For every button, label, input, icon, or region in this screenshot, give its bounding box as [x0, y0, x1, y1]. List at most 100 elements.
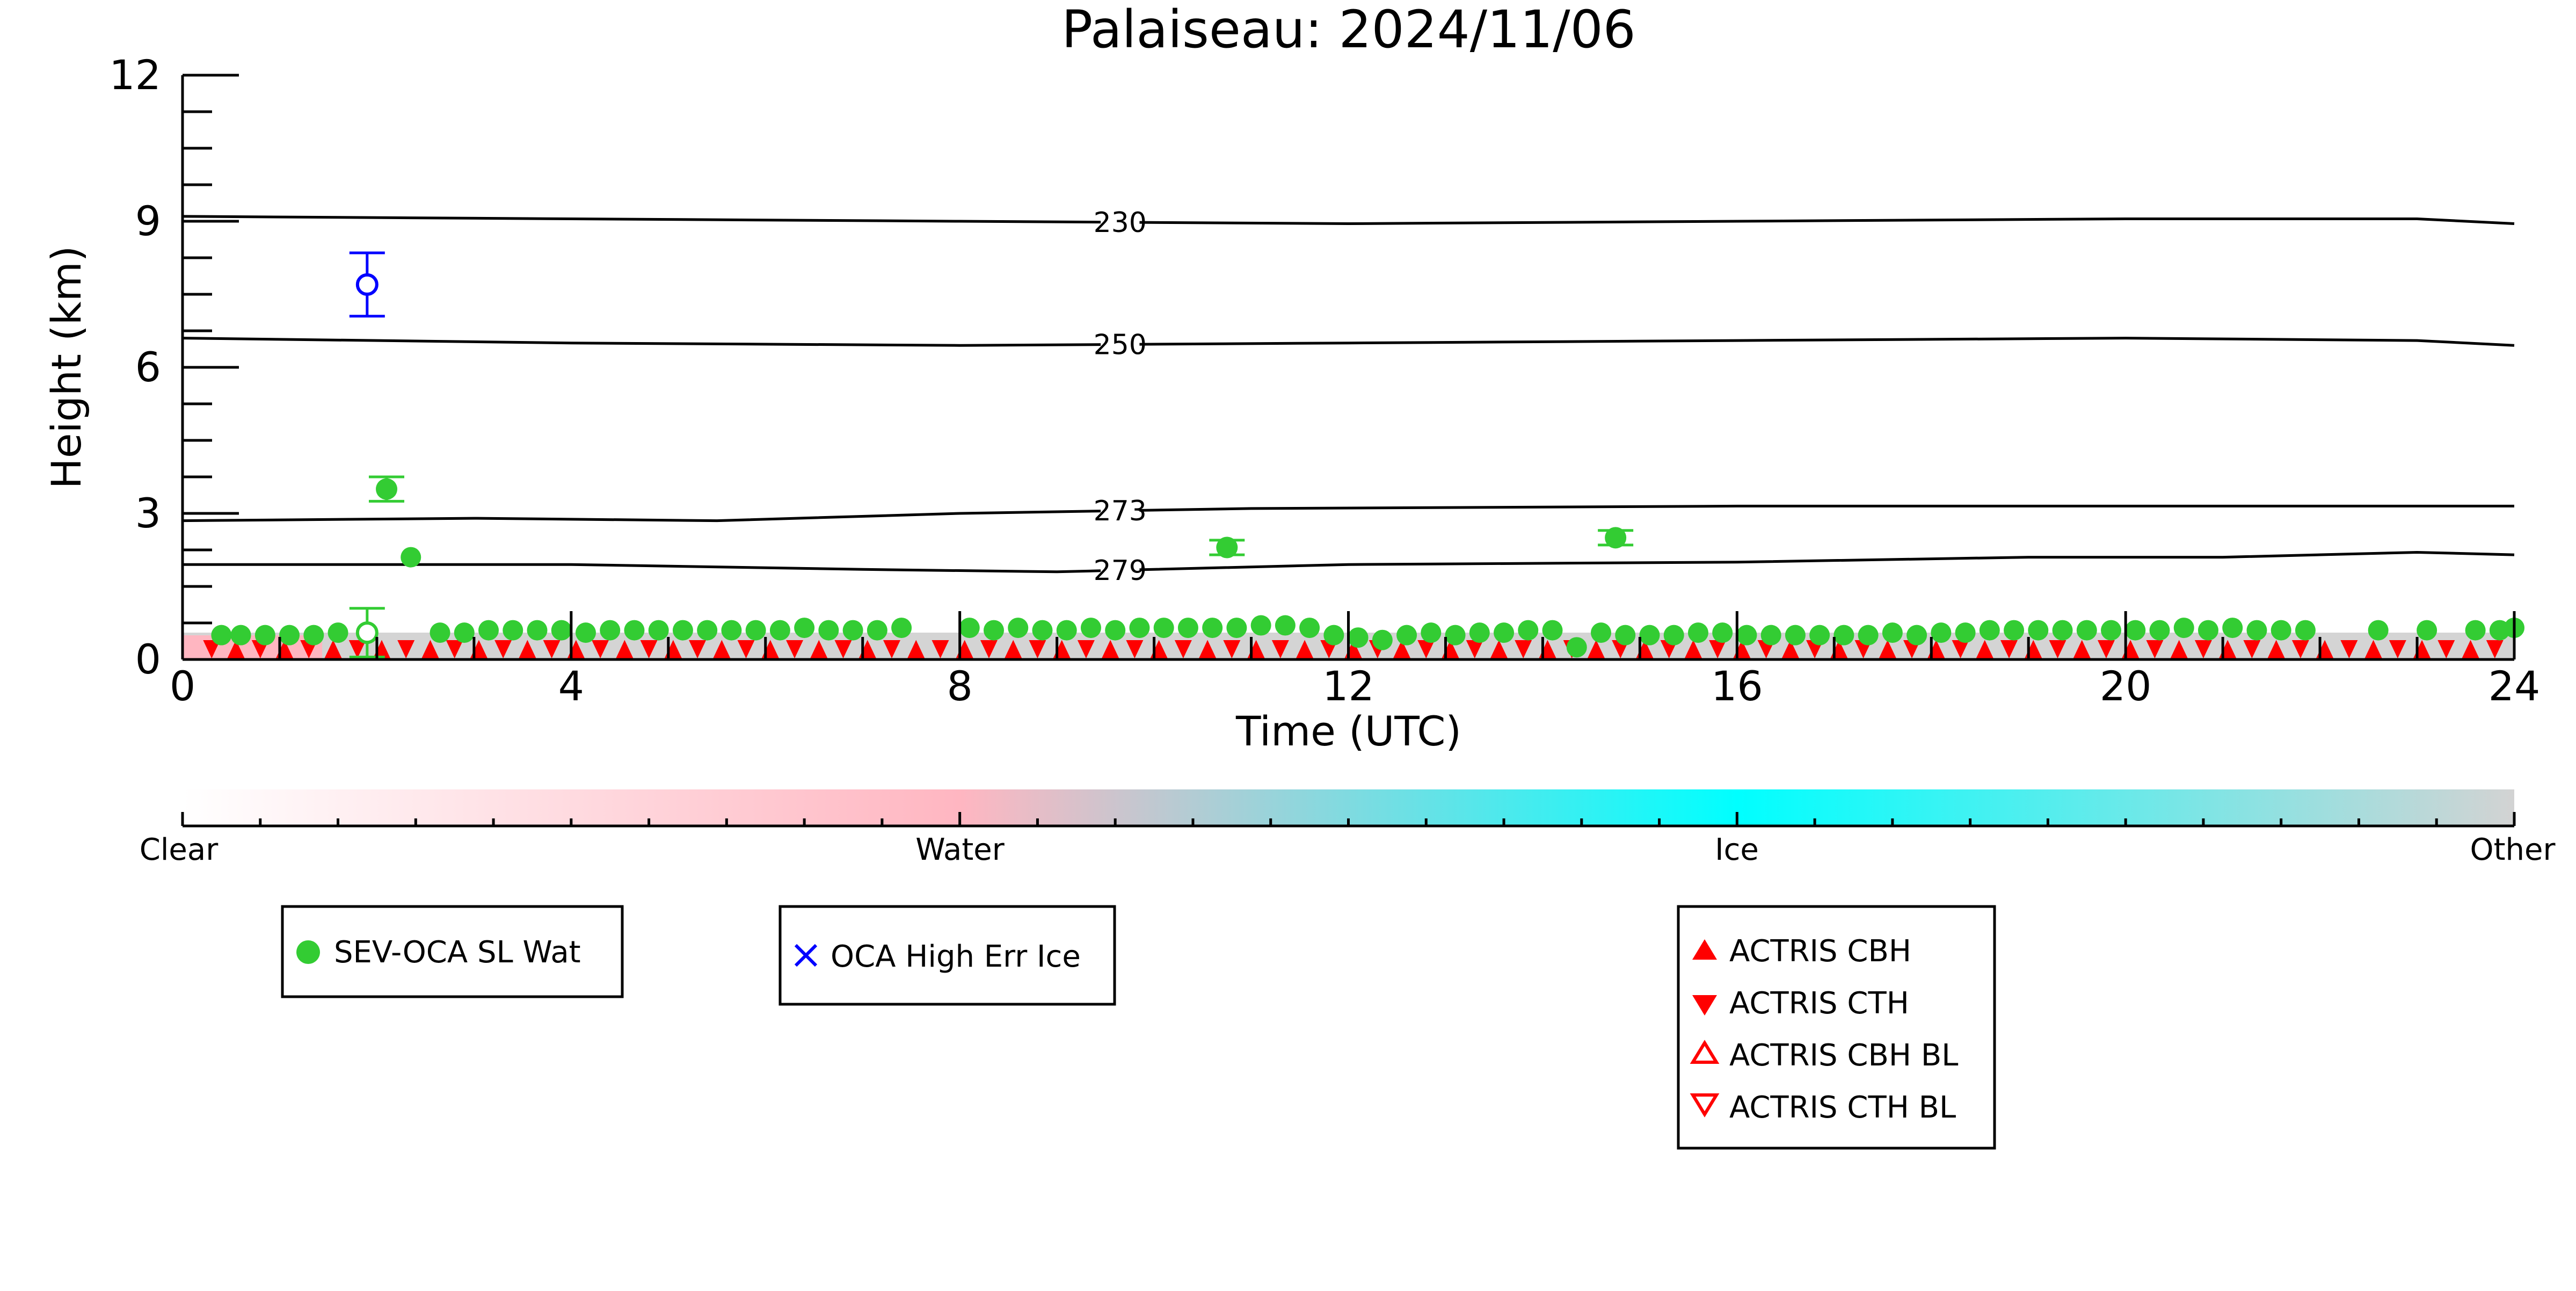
sev-oca-point: [2271, 620, 2291, 641]
actris-cbh-marker: [227, 640, 245, 658]
contour-line: [1139, 550, 2515, 571]
sev-oca-point: [1348, 627, 1369, 648]
contour-label: 230: [1094, 207, 1147, 239]
actris-cbh-marker: [616, 640, 634, 658]
sev-oca-point: [1105, 620, 1126, 641]
sev-oca-point: [1421, 622, 1442, 643]
sev-oca-point: [503, 620, 523, 641]
actris-cth-marker: [1174, 640, 1192, 659]
sev-oca-point: [1785, 625, 1806, 646]
sev-oca-point: [1687, 622, 1708, 643]
contour-line: [183, 563, 1101, 574]
axes: 0 3 6 9 12 0 4 8 12 16 20 24: [109, 51, 2540, 710]
actris-cth-marker: [397, 640, 415, 659]
actris-cbh-marker: [713, 640, 731, 658]
sev-oca-point: [1008, 618, 1029, 639]
sev-oca-point: [1590, 622, 1611, 643]
sev-oca-point: [1736, 625, 1757, 646]
legend-actris: ACTRIS CBH ACTRIS CTH ACTRIS CBH BL ACTR…: [1677, 905, 1996, 1150]
sev-oca-point: [254, 625, 275, 646]
sev-oca-point: [1129, 618, 1150, 639]
sev-oca-point: [2028, 620, 2049, 641]
sev-oca-point: [600, 620, 621, 641]
sev-oca-point: [867, 620, 887, 641]
sev-oca-point: [575, 622, 596, 643]
actris-cth-marker: [2000, 640, 2018, 659]
sev-oca-point: [1566, 637, 1587, 658]
actris-cth-marker: [834, 640, 852, 659]
actris-cbh-marker: [907, 640, 925, 658]
contour-line: [182, 510, 1101, 523]
x-ticks: 0 4 8 12 16 20 24: [170, 611, 2540, 710]
sev-oca-point: [891, 618, 912, 639]
actris-cbh-marker: [810, 640, 828, 658]
actris-cth-marker: [2194, 640, 2212, 659]
temperature-contours: 230 250 273 279: [182, 207, 2515, 587]
sev-oca-point: [376, 478, 398, 500]
legend-label-actris-cth-bl: ACTRIS CTH BL: [1729, 1090, 1956, 1125]
y-axis-label: Height (km): [42, 246, 90, 489]
actris-cth-marker: [1417, 640, 1435, 659]
actris-cth-marker: [543, 640, 561, 659]
sev-oca-point: [2004, 620, 2025, 641]
sev-oca-point: [2295, 620, 2316, 641]
sev-oca-point: [478, 620, 499, 641]
legend-label-oca-high-err: OCA High Err Ice: [831, 939, 1081, 974]
actris-cth-marker: [2146, 640, 2164, 659]
colorbar: Clear Water Ice Other: [140, 789, 2556, 867]
actris-cbh-marker: [1976, 640, 1993, 658]
actris-cbh-marker: [2073, 640, 2091, 658]
contour-line: [1139, 217, 2515, 226]
open-point: [355, 621, 379, 644]
sev-oca-point: [2101, 620, 2122, 641]
y-tick-label: 12: [109, 51, 161, 99]
sev-oca-point: [842, 620, 863, 641]
y-tick-label: 6: [135, 343, 161, 391]
sev-oca-point: [1153, 618, 1174, 639]
x-tick-label: 0: [170, 662, 195, 710]
sev-oca-point: [1712, 622, 1733, 643]
x-tick-label: 16: [1711, 662, 1763, 710]
sev-oca-point: [1396, 625, 1417, 646]
sev-oca-point: [1858, 625, 1879, 646]
surface-band-water: [183, 635, 322, 659]
contour-label: 279: [1094, 555, 1147, 587]
colorbar-label-water: Water: [915, 832, 1005, 867]
sev-oca-point: [2246, 620, 2267, 641]
sev-oca-point: [1299, 618, 1320, 639]
actris-cth-marker: [2340, 640, 2358, 659]
y-ticks: 0 3 6 9 12: [109, 51, 239, 683]
sev-oca-point: [2417, 620, 2437, 641]
sev-oca-point: [794, 618, 815, 639]
actris-cth-marker: [1126, 640, 1144, 659]
contour-label: 250: [1094, 329, 1147, 361]
actris-cbh-marker: [1879, 640, 1896, 658]
sev-oca-point: [2197, 620, 2218, 641]
contour-label: 273: [1094, 495, 1147, 527]
legend-box: [778, 905, 1116, 1006]
actris-cbh-marker: [421, 640, 439, 658]
actris-cth-marker: [883, 640, 900, 659]
sev-oca-point: [1955, 622, 1976, 643]
sev-oca-point: [211, 625, 232, 646]
legend-marker-blue-x: [794, 944, 818, 967]
colorbar-label-ice: Ice: [1715, 832, 1759, 867]
x-tick-label: 12: [1322, 662, 1374, 710]
sev-oca-point: [2076, 620, 2097, 641]
y-tick-label: 3: [135, 489, 161, 537]
sev-oca-point: [1833, 625, 1854, 646]
actris-cth-marker: [2437, 640, 2455, 659]
sev-oca-point: [1931, 622, 1952, 643]
sev-oca-point: [959, 618, 980, 639]
sev-oca-point: [1494, 622, 1515, 643]
sev-oca-point: [303, 625, 324, 646]
legend-label-actris-cbh: ACTRIS CBH: [1729, 934, 1911, 969]
actris-cbh-marker: [1296, 640, 1314, 658]
sev-oca-point: [648, 620, 669, 641]
sev-oca-point: [1056, 620, 1077, 641]
x-axis-label: Time (UTC): [1235, 707, 1461, 755]
legend-label-actris-cbh-bl: ACTRIS CBH BL: [1729, 1038, 1958, 1073]
legend-sev-oca: SEV-OCA SL Wat: [281, 905, 624, 998]
sev-oca-point: [551, 620, 572, 641]
sev-oca-point: [1639, 625, 1660, 646]
